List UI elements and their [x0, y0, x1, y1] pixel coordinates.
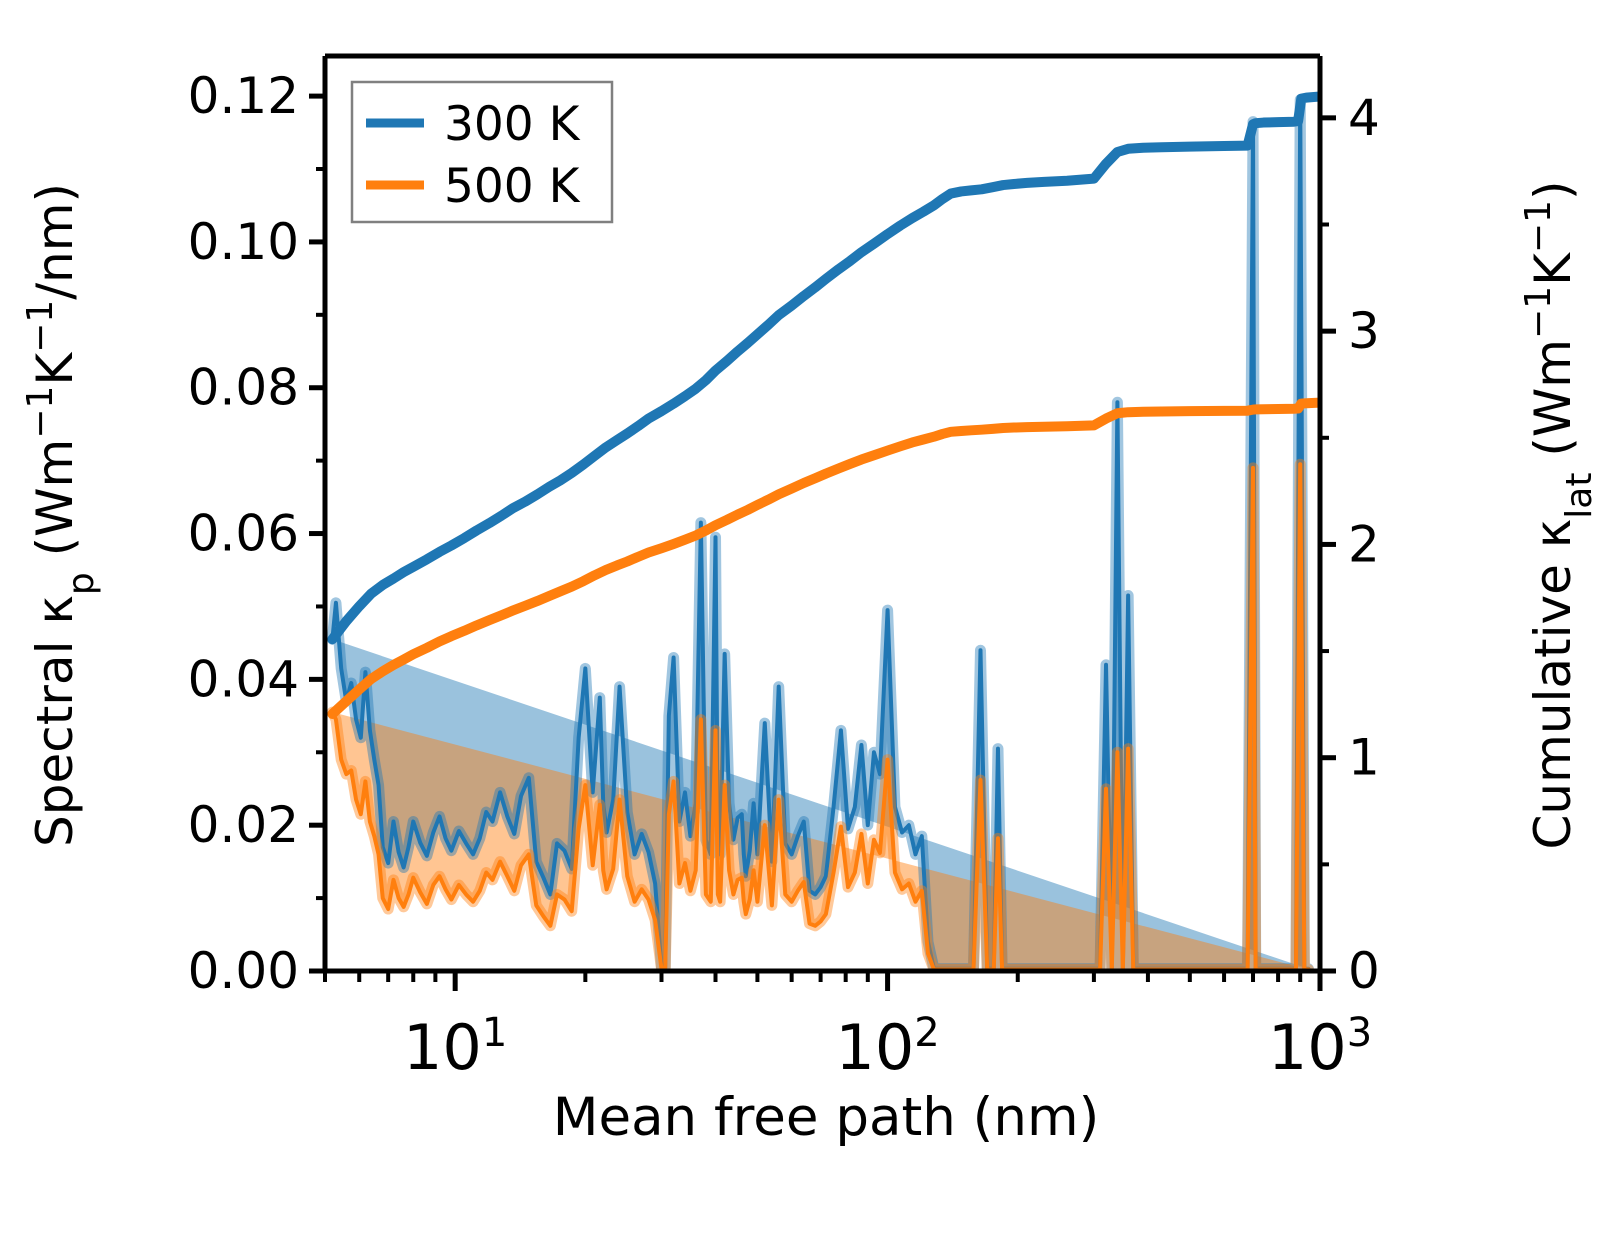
ytick-label-left-3: 0.06 — [188, 505, 299, 563]
svg-text:Cumulative κlat (Wm−1K−1): Cumulative κlat (Wm−1K−1) — [1518, 181, 1600, 850]
y-axis-left-label: Spectral κp (Wm−1K−1/nm) — [20, 183, 102, 847]
legend-label-300k: 300 K — [444, 97, 581, 152]
ytick-label-left-0: 0.00 — [188, 942, 299, 1000]
y-axis-right-label: Cumulative κlat (Wm−1K−1) — [1518, 181, 1600, 850]
legend-item-500k[interactable]: 500 K — [366, 159, 581, 214]
cumulative-lines-group — [327, 91, 1320, 719]
xtick-label-1: 102 — [835, 1010, 939, 1084]
xtick-label-2: 103 — [1268, 1010, 1372, 1084]
axes-frame-group — [309, 53, 1336, 991]
ytick-label-right-4: 4 — [1348, 89, 1380, 147]
ytick-label-left-5: 0.10 — [188, 213, 299, 271]
ytick-label-right-3: 3 — [1348, 302, 1380, 360]
svg-text:Spectral κp (Wm−1K−1/nm): Spectral κp (Wm−1K−1/nm) — [20, 183, 102, 847]
legend-frame — [350, 80, 614, 224]
x-axis-label: Mean free path (nm) — [553, 1087, 1100, 1148]
ytick-label-left-1: 0.02 — [188, 796, 299, 854]
ytick-label-right-0: 0 — [1348, 942, 1380, 1000]
ytick-label-right-1: 1 — [1348, 729, 1380, 787]
tick-labels-group: 0.00 0.02 0.04 0.06 0.08 0.10 0.12 0 1 2 3 4 101 102 1… — [188, 67, 1380, 1084]
legend-item-300k[interactable]: 300 K — [366, 97, 581, 152]
ytick-label-left-6: 0.12 — [188, 67, 299, 125]
ytick-label-left-4: 0.08 — [188, 359, 299, 417]
ytick-label-left-2: 0.04 — [188, 650, 299, 708]
xtick-label-0: 101 — [403, 1010, 507, 1084]
cumulative-line-3 — [327, 397, 1320, 719]
legend-label-500k: 500 K — [444, 159, 581, 214]
cumulative-line-2 — [327, 91, 1320, 645]
ytick-label-right-2: 2 — [1348, 515, 1380, 573]
legend: 300 K 500 K — [350, 80, 614, 224]
